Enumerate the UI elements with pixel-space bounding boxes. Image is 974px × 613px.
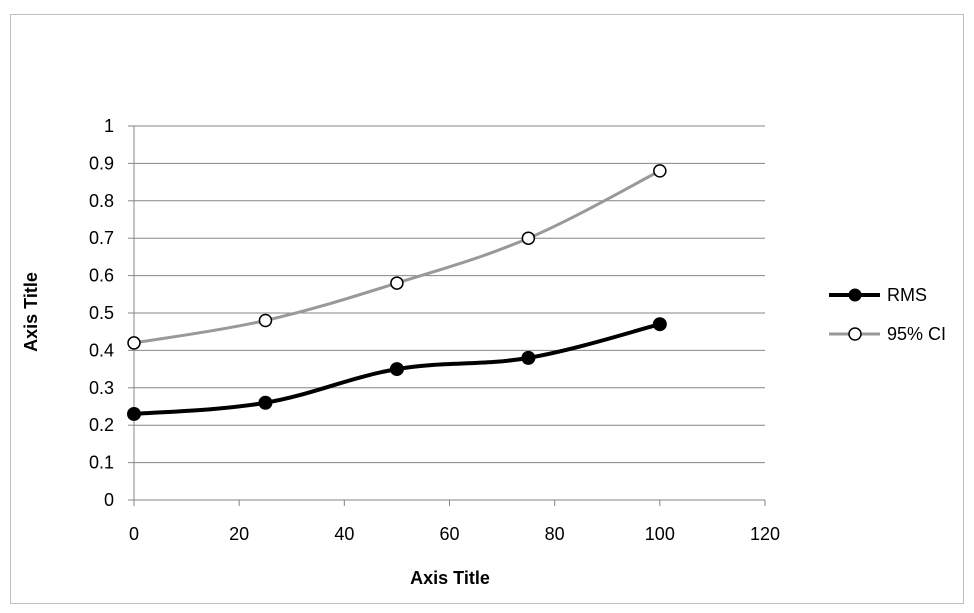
x-tick-label: 100: [645, 524, 675, 544]
y-tick-label: 1: [104, 116, 114, 136]
y-tick-label: 0.1: [89, 453, 114, 473]
legend-label-0: RMS: [887, 285, 927, 305]
gridlines: [134, 125, 765, 464]
x-tick-label: 40: [334, 524, 354, 544]
data-point-filled: [389, 362, 404, 377]
series-markers: [127, 164, 667, 421]
x-axis-title: Axis Title: [410, 568, 490, 588]
x-tick-label: 0: [129, 524, 139, 544]
data-point-open: [258, 313, 273, 328]
data-point-open: [390, 276, 404, 290]
y-tick-label: 0.5: [89, 303, 114, 323]
data-point-filled: [652, 317, 667, 332]
legend: RMS 95% CI: [829, 285, 946, 344]
data-point-open: [653, 164, 667, 178]
x-tick-label: 120: [750, 524, 780, 544]
axes: [128, 125, 766, 506]
x-tick-label: 80: [545, 524, 565, 544]
legend-marker-open: [848, 327, 862, 341]
y-tick-label: 0.9: [89, 153, 114, 173]
data-point-filled: [127, 406, 141, 421]
series-line-1: [133, 169, 661, 345]
y-tick-label: 0.6: [89, 266, 114, 286]
y-tick-label: 0.3: [89, 378, 114, 398]
legend-label-1: 95% CI: [887, 324, 946, 344]
y-tick-label: 0.7: [89, 228, 114, 248]
data-point-filled: [521, 350, 536, 365]
y-axis-title: Axis Title: [21, 272, 41, 352]
chart-area: [10, 14, 964, 604]
data-point-open: [127, 336, 141, 350]
y-tick-label: 0.4: [89, 340, 114, 360]
y-tick-label: 0.8: [89, 191, 114, 211]
x-tick-label: 60: [439, 524, 459, 544]
series-lines: [133, 169, 661, 416]
y-tick-label: 0.2: [89, 415, 114, 435]
y-tick-label: 0: [104, 490, 114, 510]
data-point-filled: [258, 395, 273, 410]
data-point-open: [521, 231, 536, 245]
legend-marker-filled: [848, 288, 862, 302]
x-tick-label: 20: [229, 524, 249, 544]
tick-labels: 0 0.1 0.2 0.3 0.4 0.5 0.6 0.7 0.8 0.9 1 0 20 40 60 80 10…: [89, 116, 780, 544]
